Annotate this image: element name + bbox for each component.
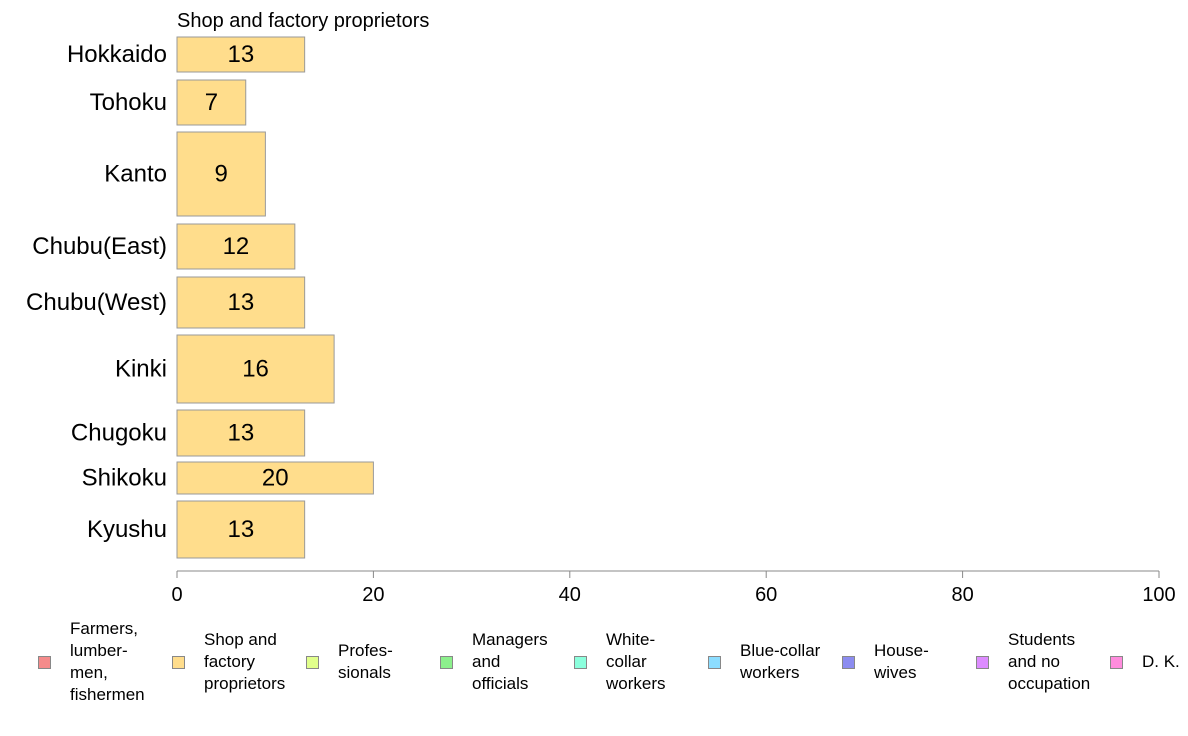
data-label: 13	[227, 516, 254, 543]
bar-tohoku	[176, 79, 247, 126]
bar-shikoku	[176, 461, 374, 495]
legend-label: House- wives	[874, 641, 929, 682]
x-tick-label: 40	[559, 584, 581, 606]
legend-label: Blue-collar workers	[740, 641, 821, 682]
legend-item: D. K.	[1110, 651, 1188, 673]
bars-group: Hokkaido 13 Tohoku 7 Kanto 9 Chubu(East) 12 Chub…	[26, 36, 374, 559]
bar-kinki	[176, 334, 335, 404]
bar-chugoku	[176, 409, 306, 457]
bar-kanto	[176, 131, 266, 217]
legend-swatch	[708, 655, 721, 669]
x-tick-label: 80	[951, 584, 973, 606]
legend-swatch	[574, 655, 587, 669]
data-label: 9	[215, 161, 228, 188]
x-tick-label: 0	[171, 584, 182, 606]
category-label: Tohoku	[90, 89, 167, 116]
legend-item: House- wives	[842, 640, 986, 684]
legend-item: Farmers, lumber- men, fishermen	[38, 618, 182, 706]
legend-item: Profes- sionals	[306, 640, 450, 684]
bar-chart: Shop and factory proprietors Hokkaido 13 T…	[26, 10, 1176, 606]
x-axis: 0 20 40 60 80 100	[171, 570, 1176, 606]
category-label: Chubu(West)	[26, 289, 167, 316]
category-label: Shikoku	[82, 465, 167, 492]
chart-title: Shop and factory proprietors	[177, 10, 429, 32]
legend-label: Shop and factory proprietors	[204, 630, 286, 693]
legend-item: Blue-collar workers	[708, 640, 852, 684]
data-label: 13	[227, 289, 254, 316]
category-label: Kanto	[104, 161, 167, 188]
legend-swatch	[38, 655, 51, 669]
x-tick-label: 100	[1142, 584, 1175, 606]
category-label: Hokkaido	[67, 41, 167, 68]
legend-swatch	[306, 655, 319, 669]
legend-swatch	[842, 655, 855, 669]
data-label: 7	[205, 89, 218, 116]
legend-label: Profes- sionals	[338, 641, 393, 682]
data-label: 13	[227, 41, 254, 68]
category-label: Chugoku	[71, 420, 167, 447]
bar-kyushu	[176, 500, 306, 559]
data-label: 12	[223, 233, 250, 260]
bar-chubu-west	[176, 276, 306, 329]
legend-swatch	[172, 655, 185, 669]
category-label: Kyushu	[87, 516, 167, 543]
data-label: 20	[262, 465, 289, 492]
legend-label: D. K.	[1142, 652, 1180, 671]
category-label: Chubu(East)	[32, 233, 167, 260]
legend-label: Farmers, lumber- men, fishermen	[70, 619, 145, 704]
bar-hokkaido	[176, 36, 306, 73]
legend-label: White- collar workers	[606, 630, 666, 693]
legend: Farmers, lumber- men, fishermen Shop and …	[38, 619, 1188, 728]
legend-swatch	[1110, 655, 1123, 669]
category-label: Kinki	[115, 356, 167, 383]
legend-item: White- collar workers	[574, 629, 718, 695]
legend-swatch	[440, 655, 453, 669]
legend-swatch	[976, 655, 989, 669]
x-tick-label: 60	[755, 584, 777, 606]
x-tick-label: 20	[362, 584, 384, 606]
bar-chubu-east	[176, 223, 296, 270]
data-label: 16	[242, 356, 269, 383]
data-label: 13	[227, 420, 254, 447]
legend-item: Students and no occupation	[976, 629, 1120, 695]
legend-item: Managers and officials	[440, 629, 584, 695]
legend-label: Managers and officials	[472, 630, 548, 693]
legend-label: Students and no occupation	[1008, 630, 1091, 693]
legend-item: Shop and factory proprietors	[172, 629, 316, 695]
